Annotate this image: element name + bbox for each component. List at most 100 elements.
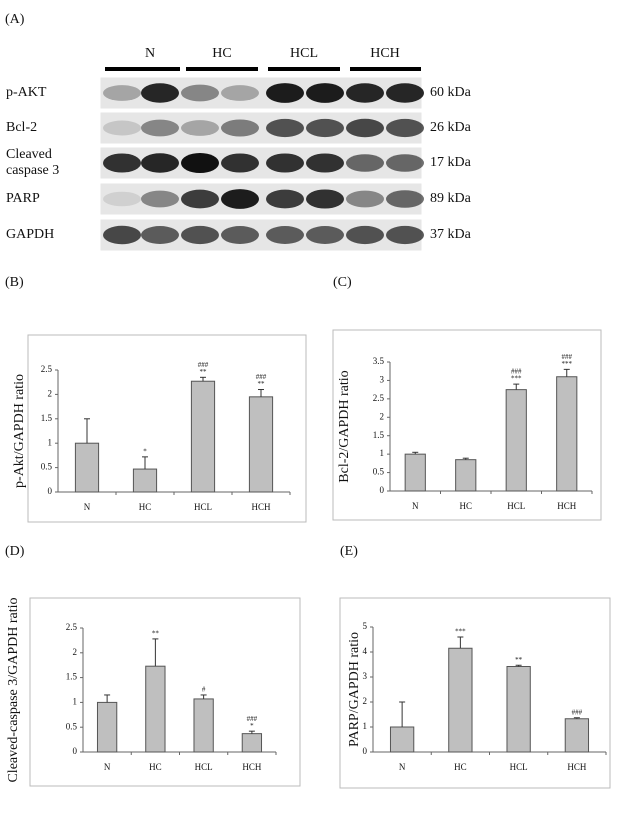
x-tick-label: N bbox=[399, 762, 406, 772]
significance: # bbox=[202, 686, 206, 694]
significance: *** bbox=[511, 375, 522, 383]
bar bbox=[145, 665, 166, 753]
band bbox=[221, 226, 259, 244]
band bbox=[141, 190, 179, 208]
y-tick-label: 3.5 bbox=[373, 356, 385, 366]
protein-label: GAPDH bbox=[6, 227, 54, 242]
panel-label: (D) bbox=[5, 544, 25, 559]
band bbox=[221, 119, 259, 137]
band bbox=[221, 189, 259, 209]
band bbox=[306, 189, 344, 209]
size-label: 17 kDa bbox=[430, 155, 472, 170]
bar bbox=[564, 718, 590, 753]
y-tick-label: 0 bbox=[73, 746, 78, 756]
band bbox=[306, 153, 344, 173]
y-tick-label: 0 bbox=[380, 485, 385, 495]
band bbox=[141, 83, 179, 103]
x-tick-label: HC bbox=[149, 762, 162, 772]
bar bbox=[455, 459, 477, 492]
significance: *** bbox=[562, 360, 573, 368]
bar bbox=[74, 442, 100, 493]
x-tick-label: HCH bbox=[251, 502, 271, 512]
band bbox=[346, 154, 384, 172]
bar bbox=[241, 733, 263, 753]
y-tick-label: 2.5 bbox=[373, 393, 385, 403]
group-label: HCL bbox=[290, 46, 318, 61]
x-tick-label: HC bbox=[139, 502, 152, 512]
band bbox=[103, 85, 141, 101]
band bbox=[141, 226, 179, 244]
group-label: HCH bbox=[370, 46, 400, 61]
x-tick-label: N bbox=[104, 762, 111, 772]
size-label: 37 kDa bbox=[430, 227, 472, 242]
protein-label: PARP bbox=[6, 191, 40, 206]
bar bbox=[556, 376, 578, 492]
significance: *** bbox=[455, 628, 466, 636]
x-tick-label: HCL bbox=[510, 762, 528, 772]
significance: ### bbox=[572, 708, 583, 716]
chart-frame bbox=[29, 597, 301, 787]
y-axis-label: Cleaved-caspase 3/GAPDH ratio bbox=[6, 597, 21, 782]
protein-label: Cleaved caspase 3 bbox=[6, 147, 59, 178]
y-tick-label: 0.5 bbox=[41, 462, 53, 472]
y-axis-label: PARP/GAPDH ratio bbox=[347, 632, 362, 747]
y-tick-label: 2.5 bbox=[66, 622, 78, 632]
y-tick-label: 2 bbox=[48, 388, 53, 398]
band bbox=[221, 153, 259, 173]
x-tick-label: HCL bbox=[195, 762, 213, 772]
significance: ** bbox=[200, 368, 208, 376]
x-tick-label: HCL bbox=[507, 501, 525, 511]
band bbox=[266, 189, 304, 209]
protein-label: Bcl-2 bbox=[6, 120, 37, 135]
y-axis-label: Bcl-2/GAPDH ratio bbox=[337, 370, 352, 482]
band bbox=[266, 118, 304, 138]
panel-label: (E) bbox=[340, 544, 358, 559]
band bbox=[346, 190, 384, 208]
y-tick-label: 3 bbox=[380, 374, 385, 384]
band bbox=[386, 225, 424, 245]
band bbox=[386, 118, 424, 138]
band bbox=[181, 153, 219, 173]
panel-label: (B) bbox=[5, 275, 24, 290]
bar bbox=[132, 468, 158, 493]
x-tick-label: HCL bbox=[194, 502, 212, 512]
size-label: 26 kDa bbox=[430, 120, 472, 135]
bar bbox=[248, 396, 274, 493]
band bbox=[266, 226, 304, 244]
group-bar bbox=[350, 67, 421, 71]
y-tick-label: 4 bbox=[363, 646, 368, 656]
y-tick-label: 2 bbox=[363, 696, 368, 706]
bar bbox=[96, 701, 118, 753]
band bbox=[306, 226, 344, 244]
band bbox=[386, 154, 424, 172]
bar bbox=[506, 666, 531, 753]
band bbox=[386, 190, 424, 208]
y-tick-label: 2 bbox=[380, 411, 385, 421]
bar bbox=[190, 380, 216, 493]
y-tick-label: 2.5 bbox=[41, 364, 53, 374]
x-tick-label: HCH bbox=[557, 501, 577, 511]
band bbox=[346, 83, 384, 103]
x-tick-label: HCH bbox=[567, 762, 587, 772]
bar bbox=[505, 389, 527, 492]
x-tick-label: HCH bbox=[242, 762, 262, 772]
significance: ### bbox=[562, 353, 573, 361]
x-tick-label: HC bbox=[454, 762, 467, 772]
band bbox=[181, 84, 219, 102]
x-tick-label: HC bbox=[459, 501, 472, 511]
x-tick-label: N bbox=[412, 501, 419, 511]
y-tick-label: 0.5 bbox=[66, 721, 78, 731]
y-tick-label: 1.5 bbox=[41, 413, 53, 423]
group-bar bbox=[268, 67, 340, 71]
size-label: 89 kDa bbox=[430, 191, 472, 206]
significance: ### bbox=[198, 361, 209, 369]
chart-frame bbox=[339, 597, 611, 789]
bar bbox=[193, 698, 214, 753]
band bbox=[346, 225, 384, 245]
y-tick-label: 1 bbox=[73, 696, 78, 706]
significance: ** bbox=[152, 630, 160, 638]
significance: * bbox=[250, 722, 254, 730]
y-tick-label: 5 bbox=[363, 621, 368, 631]
band bbox=[181, 189, 219, 209]
